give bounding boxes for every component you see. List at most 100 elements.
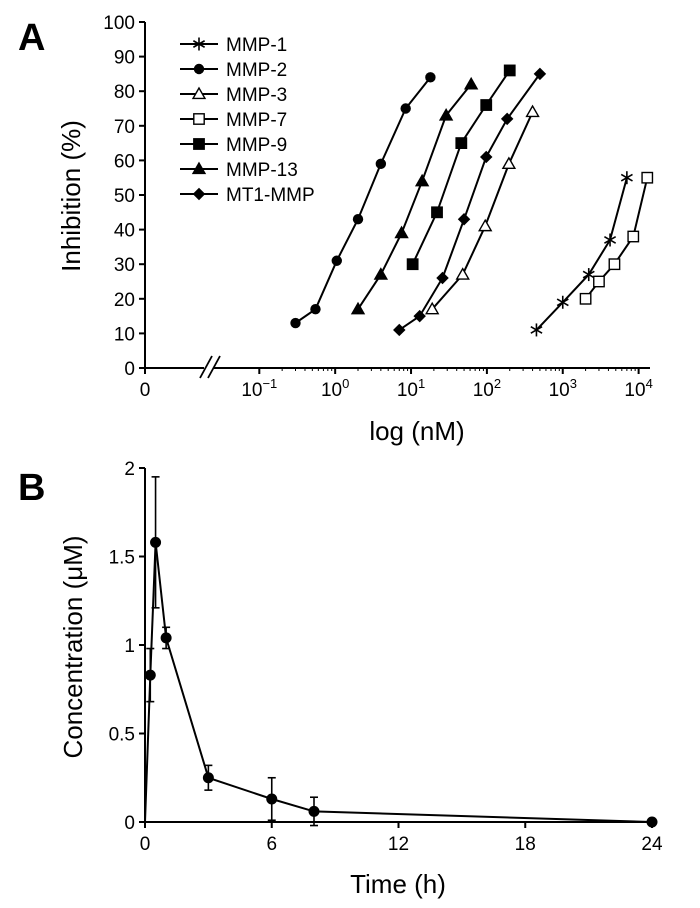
data-point-mmp-1 xyxy=(530,323,543,337)
series-line-mt1-mmp xyxy=(398,73,541,331)
data-point xyxy=(646,816,658,828)
panel-a-axes xyxy=(144,22,650,379)
data-point-mmp-9 xyxy=(406,258,419,271)
data-point-mmp-7 xyxy=(608,258,621,271)
x-tick-label: 24 xyxy=(641,834,663,855)
y-tick-label: 50 xyxy=(114,186,135,207)
y-tick-label: 10 xyxy=(114,324,135,345)
data-point-mmp-9 xyxy=(480,99,493,111)
data-point-mmp-9 xyxy=(431,206,443,219)
axis-break-mark xyxy=(207,355,221,379)
data-point-mmp-3 xyxy=(478,218,493,232)
series-mmp-2 xyxy=(290,72,436,329)
data-point-mmp-13 xyxy=(438,108,454,121)
legend-marker xyxy=(193,113,205,125)
series-mmp-9 xyxy=(406,64,516,271)
y-tick-label: 40 xyxy=(114,221,135,242)
data-point xyxy=(266,793,278,805)
panel-a-ticks: 0 10 20 30 40 50 60 70 80 90 100 0 10−1 100 101 102 103 1… xyxy=(103,13,653,401)
legend-marker xyxy=(193,63,205,75)
panel-a-x-axis-title: log (nM) xyxy=(369,416,464,446)
y-tick-label: 2 xyxy=(124,459,135,480)
series-mmp-1 xyxy=(530,171,633,337)
panel-a-legend: MMP-1 MMP-2 MMP-3 MMP-7 MMP-9 MMP-13 MT1-MMP xyxy=(180,35,315,206)
legend-item-mmp-13: MMP-13 xyxy=(180,160,298,181)
y-tick-label: 0 xyxy=(124,813,135,834)
panel-b-ticks: 0 0.5 1 1.5 2 0 6 12 18 24 xyxy=(109,459,663,855)
legend-label: MMP-3 xyxy=(226,85,287,106)
axis-break-mark xyxy=(199,355,213,379)
x-tick-label: 6 xyxy=(266,834,277,855)
y-tick-label: 90 xyxy=(114,48,135,69)
panel-b-letter: B xyxy=(18,467,45,509)
data-point xyxy=(202,772,214,784)
data-point-mmp-2 xyxy=(400,103,411,114)
data-point-mmp-1 xyxy=(604,233,617,247)
panel-b-series xyxy=(144,476,658,828)
legend-label: MT1-MMP xyxy=(226,185,315,206)
data-point xyxy=(160,632,172,644)
data-point-mt1-mmp xyxy=(500,112,514,126)
data-point-mt1-mmp xyxy=(413,309,426,323)
series-mmp-7 xyxy=(579,171,654,305)
legend-marker xyxy=(192,187,206,201)
data-point-mmp-2 xyxy=(331,255,342,266)
data-point-mmp-1 xyxy=(620,171,633,185)
x-tick-label: 104 xyxy=(624,376,652,401)
legend-item-mmp-2: MMP-2 xyxy=(180,60,287,81)
panel-a-series xyxy=(290,64,654,337)
y-tick-label: 70 xyxy=(114,117,135,138)
data-point-mmp-9 xyxy=(455,137,468,149)
data-point-mmp-2 xyxy=(425,72,436,83)
panel-b-x-axis-title: Time (h) xyxy=(350,869,446,899)
data-point-mt1-mmp xyxy=(457,212,471,226)
legend-item-mmp-1: MMP-1 xyxy=(180,35,287,56)
data-point-mmp-3 xyxy=(424,301,440,315)
data-point-mmp-7 xyxy=(593,275,605,288)
data-point-mmp-13 xyxy=(463,76,479,90)
series-line xyxy=(144,542,653,823)
data-point-mt1-mmp xyxy=(479,150,493,164)
x-tick-label: 101 xyxy=(397,376,425,401)
data-point-mmp-13 xyxy=(350,301,366,315)
data-point-mmp-7 xyxy=(641,171,654,184)
data-point-mmp-1 xyxy=(582,268,595,282)
y-tick-label: 30 xyxy=(114,255,135,276)
data-point-mt1-mmp xyxy=(393,323,406,337)
x-tick-label: 10−1 xyxy=(241,376,277,401)
legend-label: MMP-1 xyxy=(226,35,287,56)
series-mt1-mmp xyxy=(393,67,547,337)
data-point-mmp-3 xyxy=(455,267,470,280)
data-point-mmp-9 xyxy=(503,64,516,77)
y-tick-label: 60 xyxy=(114,151,135,172)
y-tick-label: 0.5 xyxy=(109,725,135,746)
series-line-mmp-1 xyxy=(535,177,628,331)
x-tick-label: 102 xyxy=(473,376,501,401)
legend-item-mt1-mmp: MT1-MMP xyxy=(180,185,315,206)
data-point-mmp-13 xyxy=(373,267,389,280)
data-point-mmp-13 xyxy=(394,225,409,239)
y-tick-label: 100 xyxy=(103,13,135,34)
y-tick-label: 1 xyxy=(124,636,135,657)
panel-a-letter: A xyxy=(18,17,45,59)
legend-label: MMP-9 xyxy=(226,135,287,156)
x-tick-label: 100 xyxy=(321,376,349,401)
series-mmp-3 xyxy=(424,104,540,315)
series-line-mmp-2 xyxy=(294,76,432,324)
data-point-mmp-2 xyxy=(310,303,321,315)
series-line-mmp-3 xyxy=(431,111,534,310)
data-point-mmp-13 xyxy=(414,173,430,187)
panel-b-axes xyxy=(144,468,652,823)
panel-b: B 0 0.5 1 1.5 2 0 6 12 18 24 Time (h) Concentrati… xyxy=(18,459,663,899)
x-tick-label: 12 xyxy=(388,834,409,855)
data-point-mt1-mmp xyxy=(436,271,449,285)
data-point-mmp-7 xyxy=(579,292,592,305)
legend-item-mmp-3: MMP-3 xyxy=(180,85,287,106)
panel-b-y-axis-title: Concentration (μM) xyxy=(58,535,88,758)
series-concentration xyxy=(144,476,658,828)
legend-marker xyxy=(191,86,207,100)
data-point-mt1-mmp xyxy=(533,67,547,81)
panel-a: A 0 10 20 30 40 50 60 70 80 90 100 0 10−1 100 101 102 10… xyxy=(18,13,654,446)
x-tick-label: 0 xyxy=(140,834,151,855)
